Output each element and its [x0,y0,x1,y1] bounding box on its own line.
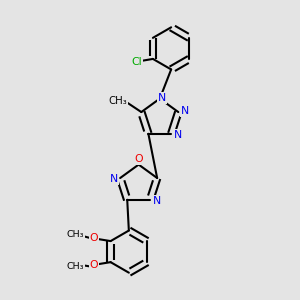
Text: N: N [174,130,182,140]
Text: Cl: Cl [131,57,142,67]
Text: N: N [152,196,161,206]
Text: O: O [90,233,98,243]
Text: N: N [181,106,190,116]
Text: O: O [134,154,143,164]
Text: N: N [110,174,118,184]
Text: O: O [90,260,98,270]
Text: CH₃: CH₃ [108,96,127,106]
Text: CH₃: CH₃ [66,230,84,239]
Text: N: N [158,93,166,103]
Text: CH₃: CH₃ [66,262,84,271]
